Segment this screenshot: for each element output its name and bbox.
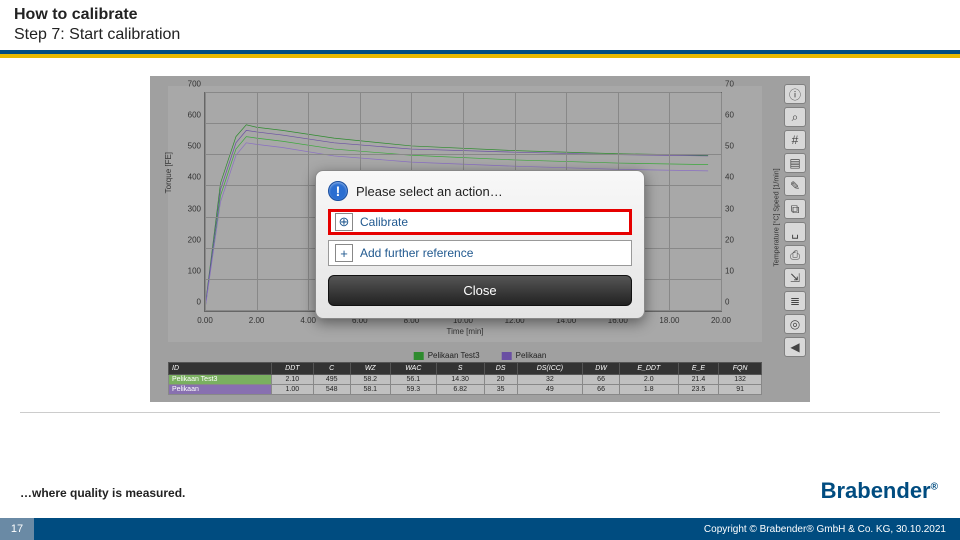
table-header: C: [313, 363, 350, 375]
y2-tick-label: 60: [725, 111, 734, 120]
footer-divider: [20, 412, 940, 413]
hash-icon[interactable]: #: [784, 130, 806, 150]
table-header: DDT: [271, 363, 313, 375]
y-tick-label: 0: [197, 298, 201, 307]
x-tick-label: 18.00: [659, 316, 679, 325]
calibrate-option[interactable]: ⊕ Calibrate: [328, 209, 632, 235]
legend-item: Pelikaan Test3: [414, 351, 480, 360]
table-header: FQN: [719, 363, 762, 375]
info-icon[interactable]: ⓘ: [784, 84, 806, 104]
table-row: Pelikaan1.0054858.159.36.823549661.823.5…: [169, 385, 762, 395]
table-header: WAC: [391, 363, 437, 375]
y2-tick-label: 50: [725, 142, 734, 151]
y-tick-label: 500: [188, 142, 201, 151]
action-dialog: ! Please select an action… ⊕ Calibrate + Ad…: [315, 170, 645, 319]
bottom-bar: 17 Copyright © Brabender® GmbH & Co. KG,…: [0, 518, 960, 540]
legend-item: Pelikaan: [502, 351, 547, 360]
y2-axis-title: Temperature [°C] Speed [1/min]: [773, 168, 780, 266]
page-title: How to calibrate: [14, 6, 946, 24]
x-tick-label: 20.00: [711, 316, 731, 325]
page-subtitle: Step 7: Start calibration: [14, 26, 946, 44]
y2-tick-label: 70: [725, 80, 734, 89]
y-tick-label: 200: [188, 235, 201, 244]
page-number: 17: [0, 518, 34, 540]
table-header: E_E: [678, 363, 718, 375]
chart-edit-icon[interactable]: ⧉: [784, 199, 806, 219]
y-tick-label: 300: [188, 204, 201, 213]
export-icon[interactable]: ⇲: [784, 268, 806, 288]
y-tick-label: 400: [188, 173, 201, 182]
app-window: 0 0 100 10 200 20 300 30 400 40 500 50 600 60 700 70 0.0…: [150, 76, 810, 402]
y-axis-title: Torque [FE]: [164, 152, 173, 193]
right-toolbar: ⓘ ⌕ # ▤ ✎ ⧉ ␣ ⎙ ⇲ ≣ ◎ ◀: [782, 84, 808, 394]
comment-icon[interactable]: ▤: [784, 153, 806, 173]
y-tick-label: 700: [188, 80, 201, 89]
info-icon: !: [328, 181, 348, 201]
option-label: Calibrate: [360, 215, 408, 229]
y2-tick-label: 40: [725, 173, 734, 182]
table-row: Pelikaan Test32.1049558.256.114.30203266…: [169, 375, 762, 385]
table-header: DS: [484, 363, 517, 375]
table-header: WZ: [350, 363, 390, 375]
y2-tick-label: 0: [725, 298, 729, 307]
x-axis-title: Time [min]: [446, 327, 483, 336]
brand-logo: Brabender®: [821, 478, 938, 504]
zoom-icon[interactable]: ⌕: [784, 107, 806, 127]
table-header: DS(ICC): [517, 363, 583, 375]
option-icon: ⊕: [335, 213, 353, 231]
tagline: …where quality is measured.: [20, 486, 185, 500]
close-button[interactable]: Close: [328, 275, 632, 306]
y2-tick-label: 10: [725, 266, 734, 275]
y-tick-label: 100: [188, 266, 201, 275]
slide-header: How to calibrate Step 7: Start calibrati…: [0, 0, 960, 50]
table-header: S: [436, 363, 484, 375]
clipboard-icon[interactable]: ␣: [784, 222, 806, 242]
database-icon[interactable]: ≣: [784, 291, 806, 311]
x-tick-label: 4.00: [300, 316, 316, 325]
x-tick-label: 2.00: [249, 316, 265, 325]
x-tick-label: 0.00: [197, 316, 213, 325]
chart-line-icon[interactable]: ✎: [784, 176, 806, 196]
y2-tick-label: 20: [725, 235, 734, 244]
dialog-title: Please select an action…: [356, 184, 503, 199]
copyright: Copyright © Brabender® GmbH & Co. KG, 30…: [704, 524, 960, 535]
target-icon[interactable]: ◎: [784, 314, 806, 334]
table-header: E_DDT: [619, 363, 678, 375]
add-further-reference-option[interactable]: + Add further reference: [328, 240, 632, 266]
y2-tick-label: 30: [725, 204, 734, 213]
print-icon[interactable]: ⎙: [784, 245, 806, 265]
screenshot-container: 0 0 100 10 200 20 300 30 400 40 500 50 600 60 700 70 0.0…: [0, 58, 960, 406]
option-label: Add further reference: [360, 246, 473, 260]
chart-legend: Pelikaan Test3 Pelikaan: [414, 351, 547, 360]
option-icon: +: [335, 244, 353, 262]
y-tick-label: 600: [188, 111, 201, 120]
table-header: DW: [583, 363, 620, 375]
results-table: IDDDTCWZWACSDSDS(ICC)DWE_DDTE_EFQNPelika…: [168, 362, 762, 396]
back-icon[interactable]: ◀: [784, 337, 806, 357]
table-header: ID: [169, 363, 272, 375]
